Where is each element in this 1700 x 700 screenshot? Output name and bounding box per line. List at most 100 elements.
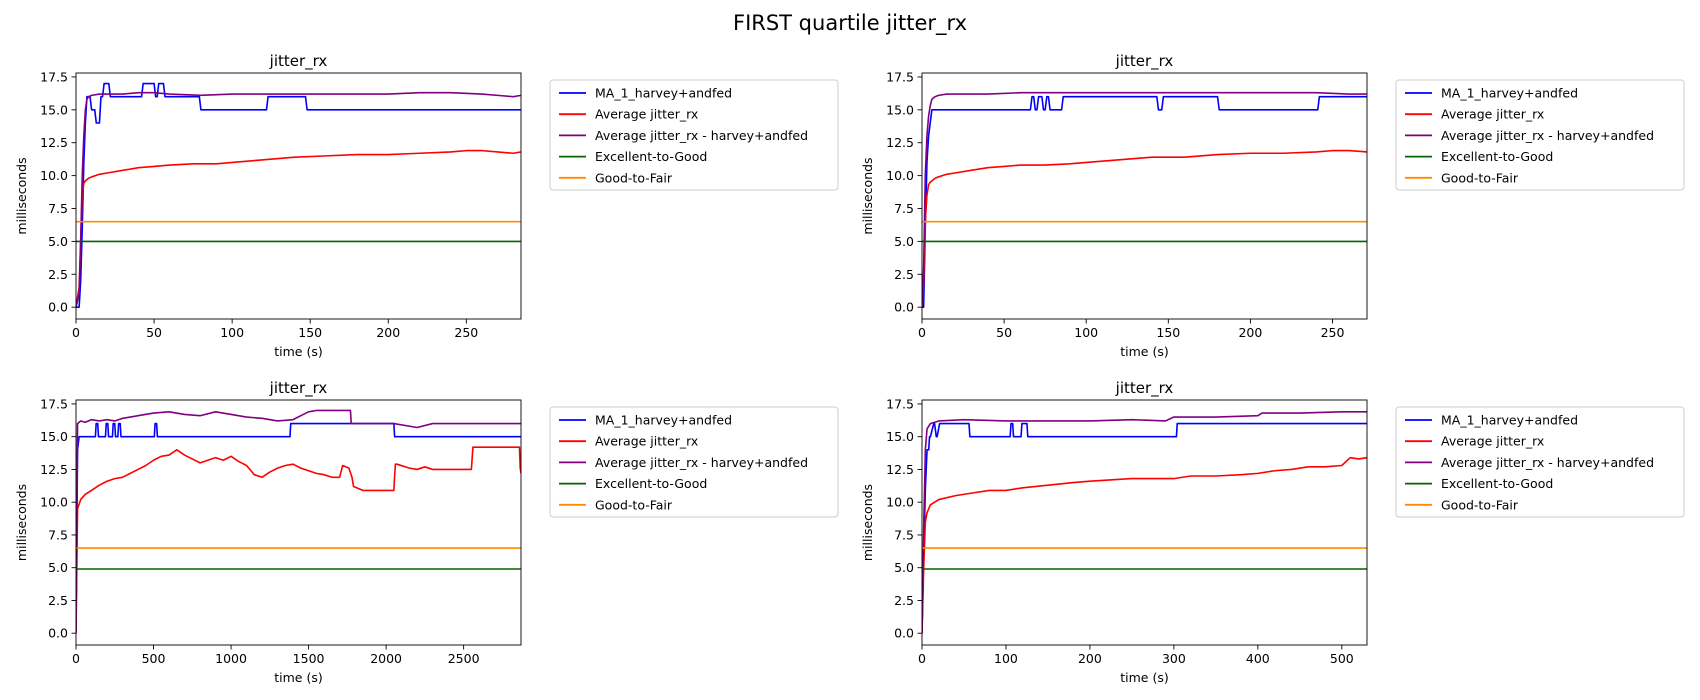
- x-tick-label: 1000: [215, 651, 247, 666]
- series-line-avg: [76, 446, 521, 634]
- x-tick-label: 50: [146, 325, 162, 340]
- series-line-avg: [76, 149, 521, 308]
- series-line-avg: [922, 149, 1367, 308]
- x-tick-label: 0: [72, 325, 80, 340]
- legend-label: Average jitter_rx - harvey+andfed: [1441, 455, 1654, 470]
- y-tick-label: 12.5: [40, 135, 68, 150]
- subplot-title: jitter_rx: [269, 52, 328, 71]
- y-tick-label: 0.0: [48, 300, 68, 315]
- legend: MA_1_harvey+andfed Average jitter_rx Avera…: [549, 406, 839, 518]
- legend-label: Good-to-Fair: [595, 497, 673, 512]
- x-axis-label: time (s): [274, 344, 322, 359]
- legend-frame: [1395, 79, 1685, 191]
- x-tick-label: 0: [72, 651, 80, 666]
- legend-label: Average jitter_rx - harvey+andfed: [595, 128, 808, 143]
- y-tick-label: 17.5: [40, 396, 68, 411]
- x-axis-label: time (s): [1120, 670, 1168, 685]
- y-tick-label: 17.5: [886, 396, 914, 411]
- y-tick-label: 2.5: [894, 593, 914, 608]
- legend: MA_1_harvey+andfed Average jitter_rx Avera…: [1395, 79, 1685, 191]
- x-tick-label: 1500: [293, 651, 325, 666]
- y-tick-label: 7.5: [894, 201, 914, 216]
- legend-label: MA_1_harvey+andfed: [1441, 413, 1578, 428]
- legend-label: Average jitter_rx - harvey+andfed: [1441, 128, 1654, 143]
- axes-frame: [921, 72, 1368, 320]
- series-line-avg_hf: [76, 409, 521, 634]
- legend-label: Excellent-to-Good: [1441, 149, 1553, 164]
- legend-label: Average jitter_rx: [1441, 107, 1544, 122]
- y-tick-label: 15.0: [40, 102, 68, 117]
- series-line-avg_hf: [922, 410, 1367, 634]
- axes-frame: [921, 399, 1368, 646]
- y-tick-label: 12.5: [886, 462, 914, 477]
- y-axis-label: milliseconds: [14, 157, 29, 234]
- x-axis-label: time (s): [1120, 344, 1168, 359]
- legend-label: MA_1_harvey+andfed: [595, 86, 732, 101]
- y-tick-label: 15.0: [40, 429, 68, 444]
- x-tick-label: 0: [918, 651, 926, 666]
- y-axis-label: milliseconds: [14, 484, 29, 561]
- legend-label: Average jitter_rx: [1441, 434, 1544, 449]
- legend-label: Excellent-to-Good: [595, 476, 707, 491]
- x-tick-label: 2500: [448, 651, 480, 666]
- subplot-4: 0 100 200 300 400 500 0.0 2.5 5.0 7.5 10.0 12.5 15.0…: [860, 379, 1685, 685]
- y-tick-label: 15.0: [886, 102, 914, 117]
- y-tick-label: 17.5: [886, 69, 914, 84]
- plot-area: [922, 410, 1367, 634]
- legend-label: Average jitter_rx: [595, 107, 698, 122]
- legend-label: Excellent-to-Good: [1441, 476, 1553, 491]
- y-tick-label: 2.5: [48, 267, 68, 282]
- y-tick-label: 0.0: [894, 626, 914, 641]
- subplot-1: 0 50 100 150 200 250 0.0 2.5 5.0 7.5 10.0 12.5 15.0 1…: [14, 52, 839, 359]
- series-line-ma: [76, 82, 521, 308]
- y-tick-label: 2.5: [48, 593, 68, 608]
- series-line-avg: [922, 456, 1367, 634]
- legend-label: MA_1_harvey+andfed: [595, 413, 732, 428]
- x-tick-label: 2000: [370, 651, 402, 666]
- x-tick-label: 500: [1330, 651, 1354, 666]
- y-tick-label: 7.5: [894, 527, 914, 542]
- series-line-avg_hf: [922, 91, 1367, 308]
- subplot-title: jitter_rx: [269, 379, 328, 398]
- x-tick-label: 250: [1321, 325, 1345, 340]
- legend: MA_1_harvey+andfed Average jitter_rx Avera…: [549, 79, 839, 191]
- legend-label: Average jitter_rx - harvey+andfed: [595, 455, 808, 470]
- y-tick-label: 7.5: [48, 527, 68, 542]
- y-tick-label: 5.0: [894, 560, 914, 575]
- y-tick-label: 10.0: [886, 495, 914, 510]
- y-tick-label: 0.0: [894, 300, 914, 315]
- y-tick-label: 10.0: [40, 495, 68, 510]
- subplot-title: jitter_rx: [1115, 379, 1174, 398]
- legend: MA_1_harvey+andfed Average jitter_rx Avera…: [1395, 406, 1685, 518]
- x-tick-label: 100: [220, 325, 244, 340]
- y-tick-label: 5.0: [48, 234, 68, 249]
- y-tick-label: 5.0: [894, 234, 914, 249]
- y-tick-label: 17.5: [40, 69, 68, 84]
- legend-label: Average jitter_rx: [595, 434, 698, 449]
- series-line-avg_hf: [76, 91, 521, 308]
- legend-frame: [549, 406, 839, 518]
- legend-frame: [549, 79, 839, 191]
- legend-label: Good-to-Fair: [1441, 170, 1519, 185]
- y-tick-label: 7.5: [48, 201, 68, 216]
- x-axis-label: time (s): [274, 670, 322, 685]
- subplot-title: jitter_rx: [1115, 52, 1174, 71]
- x-tick-label: 300: [1162, 651, 1186, 666]
- plot-area: [922, 91, 1367, 308]
- axes-frame: [75, 399, 522, 646]
- y-tick-label: 0.0: [48, 626, 68, 641]
- legend-frame: [1395, 406, 1685, 518]
- x-tick-label: 200: [1078, 651, 1102, 666]
- subplot-3: 0 500 1000 1500 2000 2500 0.0 2.5 5.0 7.5 10.0 12.5…: [14, 379, 839, 685]
- legend-label: Good-to-Fair: [1441, 497, 1519, 512]
- series-line-ma: [922, 95, 1367, 308]
- subplot-2: 0 50 100 150 200 250 0.0 2.5 5.0 7.5 10.0 12.5 15.0 1…: [860, 52, 1685, 359]
- x-tick-label: 50: [996, 325, 1012, 340]
- legend-label: MA_1_harvey+andfed: [1441, 86, 1578, 101]
- y-tick-label: 15.0: [886, 429, 914, 444]
- x-tick-label: 150: [1156, 325, 1180, 340]
- subplot-grid: 0 50 100 150 200 250 0.0 2.5 5.0 7.5 10.0 12.5 15.0 1…: [14, 52, 1685, 685]
- x-tick-label: 500: [142, 651, 166, 666]
- y-tick-label: 12.5: [40, 462, 68, 477]
